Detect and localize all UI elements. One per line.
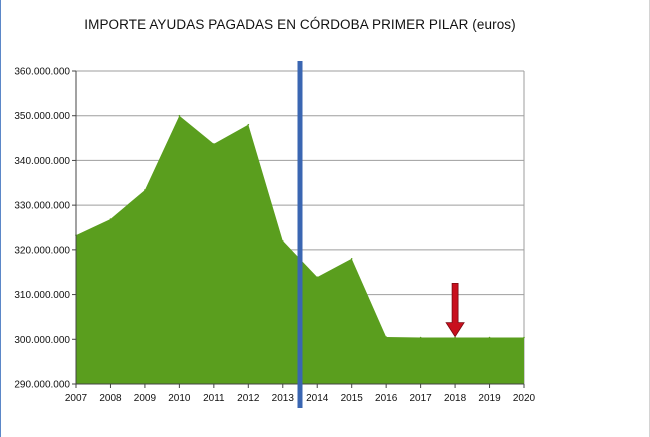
y-tick-label: 360.000.000	[14, 67, 70, 78]
x-tick-label: 2010	[168, 393, 191, 404]
x-tick-label: 2015	[341, 393, 364, 404]
x-tick-label: 2012	[237, 393, 260, 404]
left-frame-border	[0, 0, 1, 437]
data-point	[281, 240, 284, 242]
y-tick-label: 310.000.000	[14, 290, 70, 301]
x-tick-label: 2019	[478, 393, 501, 404]
data-point	[247, 123, 250, 126]
y-tick-label: 340.000.000	[14, 156, 70, 167]
y-tick-label: 290.000.000	[14, 380, 70, 391]
chart-title: IMPORTE AYUDAS PAGADAS EN CÓRDOBA PRIMER…	[84, 17, 516, 32]
annotations	[297, 61, 465, 408]
x-tick-label: 2013	[272, 393, 295, 404]
data-point	[385, 336, 387, 338]
x-tick-label: 2014	[306, 393, 329, 404]
y-axis-tick-labels: 290.000.000 300.000.000 310.000.000 320.000…	[14, 67, 70, 391]
x-tick-label: 2018	[444, 393, 467, 404]
x-tick-label: 2009	[134, 393, 157, 404]
data-point	[178, 114, 181, 117]
period-divider-line	[297, 61, 303, 408]
data-point	[144, 189, 146, 191]
x-tick-label: 2007	[65, 393, 88, 404]
x-axis-tick-labels: 2007 2008 2009 2010 2011 2012 2013 2014 2015 2016…	[65, 393, 536, 404]
y-tick-label: 320.000.000	[14, 245, 70, 256]
data-point	[109, 218, 112, 220]
area-fill	[76, 115, 524, 385]
data-point	[523, 336, 525, 339]
data-point	[213, 143, 215, 145]
x-tick-label: 2016	[375, 393, 398, 404]
x-tick-label: 2011	[203, 393, 225, 404]
data-point	[316, 276, 319, 278]
data-point	[350, 258, 353, 260]
x-tick-label: 2008	[99, 393, 122, 404]
x-tick-label: 2020	[513, 393, 536, 404]
data-point	[454, 336, 456, 339]
y-tick-label: 350.000.000	[14, 111, 70, 122]
down-arrow-icon	[445, 282, 465, 338]
x-tick-label: 2017	[409, 393, 432, 404]
y-tick-label: 330.000.000	[14, 201, 70, 212]
y-tick-label: 300.000.000	[14, 335, 70, 346]
data-point	[488, 336, 491, 339]
data-point	[419, 336, 422, 339]
